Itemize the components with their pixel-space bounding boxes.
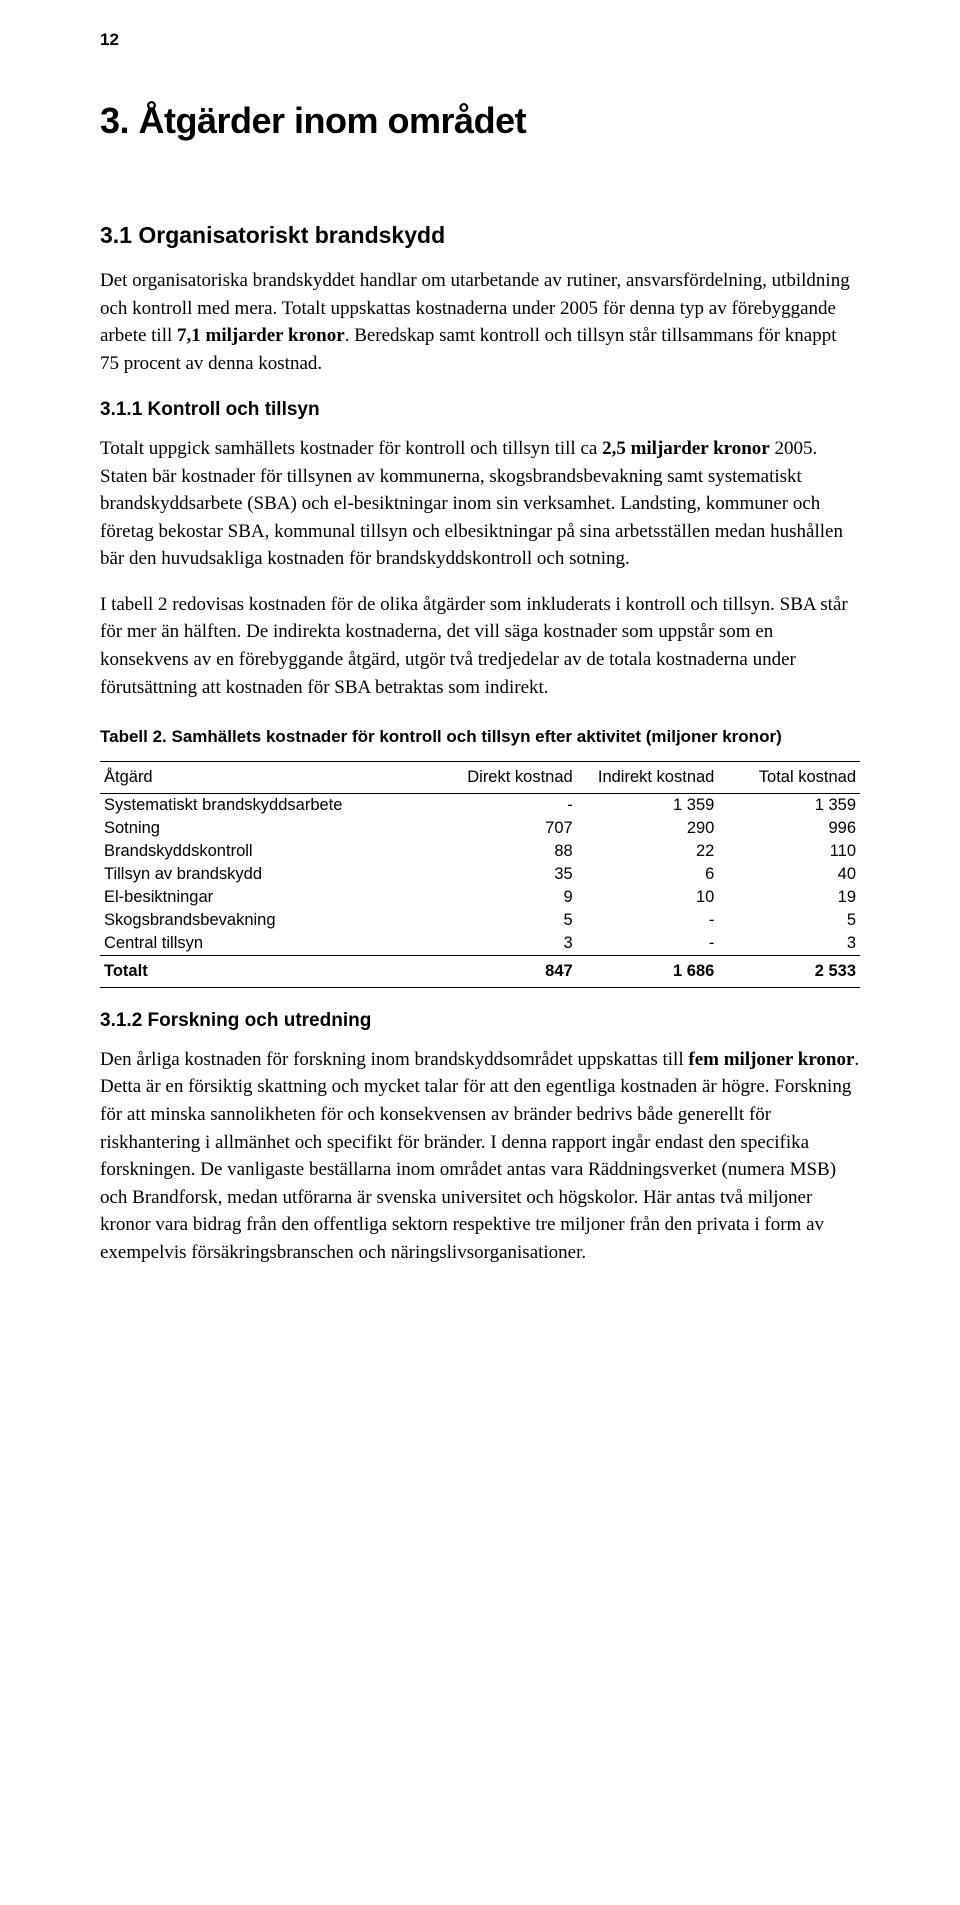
paragraph: Det organisatoriska brandskyddet handlar…: [100, 267, 860, 377]
table-cell: 1 359: [577, 793, 719, 817]
heading-1: 3. Åtgärder inom området: [100, 100, 860, 142]
table-cell: Skogsbrandsbevakning: [100, 909, 435, 932]
table-cell: 35: [435, 863, 577, 886]
table-cell: Brandskyddskontroll: [100, 840, 435, 863]
table-cell: 22: [577, 840, 719, 863]
heading-3-kontroll-tillsyn: 3.1.1 Kontroll och tillsyn: [100, 399, 860, 421]
text-bold: 2,5 miljarder kronor: [602, 438, 770, 459]
table-cell: 5: [718, 909, 860, 932]
table-cell: El-besiktningar: [100, 886, 435, 909]
table-cell: Systematiskt brandskyddsarbete: [100, 793, 435, 817]
table-footer-row: Totalt 847 1 686 2 533: [100, 955, 860, 987]
table-cell: -: [577, 932, 719, 956]
table-cell: 5: [435, 909, 577, 932]
table-cell: 707: [435, 817, 577, 840]
table-row: Skogsbrandsbevakning 5 - 5: [100, 909, 860, 932]
table-caption: Tabell 2. Samhällets kostnader för kontr…: [100, 725, 860, 749]
table-cell: Sotning: [100, 817, 435, 840]
table-header-cell: Direkt kostnad: [435, 761, 577, 793]
table-header-cell: Total kostnad: [718, 761, 860, 793]
table-header-cell: Indirekt kostnad: [577, 761, 719, 793]
table-footer-cell: 1 686: [577, 955, 719, 987]
table-header: Åtgärd Direkt kostnad Indirekt kostnad T…: [100, 761, 860, 793]
paragraph: Totalt uppgick samhällets kostnader för …: [100, 435, 860, 573]
heading-2-org-brandskydd: 3.1 Organisatoriskt brandskydd: [100, 222, 860, 249]
paragraph: Den årliga kostnaden för forskning inom …: [100, 1046, 860, 1266]
table-cell: 6: [577, 863, 719, 886]
paragraph: I tabell 2 redovisas kostnaden för de ol…: [100, 591, 860, 701]
table-cell: 3: [718, 932, 860, 956]
table-cell: 9: [435, 886, 577, 909]
table-row: Systematiskt brandskyddsarbete - 1 359 1…: [100, 793, 860, 817]
text-bold: fem miljoner kronor: [688, 1049, 854, 1070]
text-run: . Detta är en försiktig skattning och my…: [100, 1049, 859, 1263]
table-footer-cell: 847: [435, 955, 577, 987]
text-run: Totalt uppgick samhällets kostnader för …: [100, 438, 602, 459]
table-row: Central tillsyn 3 - 3: [100, 932, 860, 956]
table-body: Systematiskt brandskyddsarbete - 1 359 1…: [100, 793, 860, 955]
table-row: Tillsyn av brandskydd 35 6 40: [100, 863, 860, 886]
table-cell: 1 359: [718, 793, 860, 817]
text-run: Den årliga kostnaden för forskning inom …: [100, 1049, 688, 1070]
table-cell: 996: [718, 817, 860, 840]
table-cell: 110: [718, 840, 860, 863]
table-header-cell: Åtgärd: [100, 761, 435, 793]
table-header-row: Åtgärd Direkt kostnad Indirekt kostnad T…: [100, 761, 860, 793]
table-cell: Tillsyn av brandskydd: [100, 863, 435, 886]
table-cell: -: [577, 909, 719, 932]
table-row: Brandskyddskontroll 88 22 110: [100, 840, 860, 863]
table-footer-cell: Totalt: [100, 955, 435, 987]
table-row: Sotning 707 290 996: [100, 817, 860, 840]
table-row: El-besiktningar 9 10 19: [100, 886, 860, 909]
table-cell: 88: [435, 840, 577, 863]
table-cell: Central tillsyn: [100, 932, 435, 956]
table-footer: Totalt 847 1 686 2 533: [100, 955, 860, 987]
document-page: 12 3. Åtgärder inom området 3.1 Organisa…: [0, 0, 960, 1905]
table-cell: 40: [718, 863, 860, 886]
table-footer-cell: 2 533: [718, 955, 860, 987]
cost-table: Åtgärd Direkt kostnad Indirekt kostnad T…: [100, 761, 860, 988]
table-cell: 290: [577, 817, 719, 840]
table-cell: 3: [435, 932, 577, 956]
table-cell: 19: [718, 886, 860, 909]
table-cell: 10: [577, 886, 719, 909]
page-number: 12: [100, 30, 119, 50]
table-cell: -: [435, 793, 577, 817]
text-bold: 7,1 miljarder kronor: [177, 325, 345, 346]
heading-3-forskning-utredning: 3.1.2 Forskning och utredning: [100, 1010, 860, 1032]
